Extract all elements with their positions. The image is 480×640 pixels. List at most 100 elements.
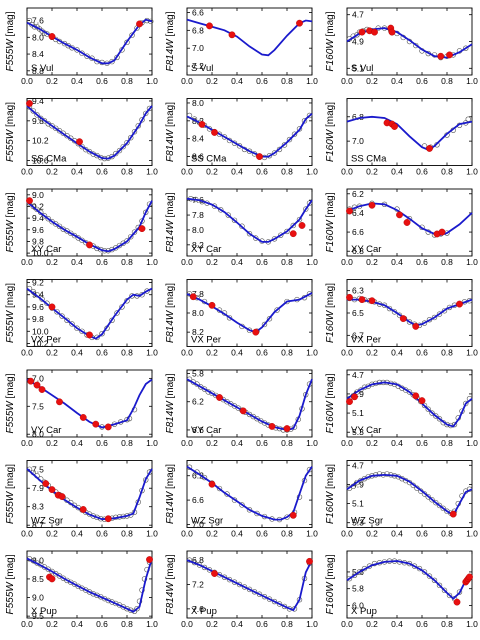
x-tick-label: 0.2 bbox=[366, 257, 378, 267]
x-tick-label: 0.4 bbox=[71, 257, 83, 267]
observed-point bbox=[281, 603, 288, 610]
light-curve-panel: 4.7 4.9 5.1 0.0 0.2 0.4 0.6 0.8 1.0 F160W [mag] S … bbox=[325, 7, 478, 86]
star-name-label: XY Car bbox=[191, 244, 221, 255]
observed-point bbox=[306, 466, 313, 473]
x-tick-label: 1.0 bbox=[146, 529, 158, 539]
x-tick-label: 0.8 bbox=[281, 76, 293, 86]
y-axis-label-filter: F160W bbox=[325, 309, 336, 343]
x-tick-label: 0.8 bbox=[441, 76, 453, 86]
y-axis-label-filter: F814W bbox=[165, 400, 176, 434]
plot-frame bbox=[346, 98, 473, 166]
x-tick-label: 0.2 bbox=[46, 348, 58, 358]
star-name-label: VX Per bbox=[191, 335, 221, 346]
y-axis-label-filter: F814W bbox=[165, 128, 176, 162]
highlight-point bbox=[289, 511, 297, 519]
observed-point bbox=[44, 300, 50, 306]
y-tick-label: 7.5 bbox=[32, 465, 44, 475]
model-curve bbox=[346, 473, 473, 517]
y-axis-label-filter: F160W bbox=[325, 38, 336, 72]
x-tick-label: 1.0 bbox=[466, 167, 478, 177]
x-tick-label: 0.0 bbox=[21, 438, 33, 448]
highlight-point bbox=[138, 225, 146, 233]
highlight-point bbox=[136, 20, 143, 28]
model-curve bbox=[26, 287, 153, 340]
y-axis-label-unit: [mag] bbox=[165, 102, 176, 130]
model-curve bbox=[26, 378, 153, 429]
plot-frame bbox=[26, 460, 153, 528]
observed-point bbox=[421, 491, 428, 497]
highlight-point bbox=[252, 328, 260, 336]
observed-point bbox=[144, 288, 150, 294]
x-tick-label: 0.6 bbox=[96, 529, 108, 539]
y-axis-label: F555W [mag] bbox=[5, 11, 16, 71]
highlight-point bbox=[346, 293, 353, 301]
y-tick-label: 8.6 bbox=[192, 152, 204, 162]
y-axis-label-filter: F814W bbox=[165, 38, 176, 72]
y-tick-label: 8.8 bbox=[32, 66, 44, 76]
model-curve bbox=[26, 105, 153, 160]
y-axis-label: F555W [mag] bbox=[5, 192, 16, 252]
observed-point bbox=[246, 507, 253, 513]
observed-point bbox=[139, 117, 145, 123]
x-tick-label: 0.0 bbox=[181, 529, 193, 539]
x-tick-label: 1.0 bbox=[466, 619, 478, 629]
plot-frame bbox=[26, 550, 153, 619]
x-tick-label: 1.0 bbox=[466, 76, 478, 86]
x-tick-label: 0.6 bbox=[96, 348, 108, 358]
observed-point bbox=[463, 400, 469, 407]
plot-frame bbox=[26, 188, 153, 257]
observed-point bbox=[146, 105, 153, 112]
observed-point bbox=[41, 213, 48, 219]
observed-point bbox=[218, 207, 224, 213]
y-tick-label: 5.1 bbox=[352, 499, 364, 509]
highlight-point bbox=[358, 296, 366, 303]
x-tick-label: 0.6 bbox=[256, 348, 268, 358]
model-curve bbox=[186, 465, 313, 521]
x-tick-label: 1.0 bbox=[306, 76, 318, 86]
plot-frame bbox=[186, 188, 313, 257]
x-tick-label: 0.0 bbox=[181, 167, 193, 177]
highlight-point bbox=[56, 398, 63, 406]
light-curve-panel: 9.2 9.4 9.6 9.8 10.0 10.20.0 0.2 0.4 0.6 0.8 1.0 F5… bbox=[5, 278, 158, 358]
observed-point bbox=[271, 598, 278, 605]
observed-point bbox=[291, 131, 298, 137]
highlight-point bbox=[391, 123, 398, 130]
y-tick-label: 6.8 bbox=[352, 112, 364, 122]
highlight-point bbox=[92, 420, 100, 428]
y-axis-label-filter: F555W bbox=[5, 581, 16, 615]
observed-point bbox=[261, 593, 268, 600]
x-tick-label: 0.4 bbox=[71, 76, 83, 86]
observed-point bbox=[114, 310, 120, 316]
y-tick-label: 9.8 bbox=[32, 116, 44, 126]
y-axis-label-filter: F555W bbox=[5, 490, 16, 524]
highlight-point bbox=[79, 414, 87, 421]
y-tick-label: 6.2 bbox=[192, 397, 204, 407]
model-curve bbox=[26, 557, 153, 613]
observed-point bbox=[143, 209, 149, 216]
observed-point bbox=[290, 222, 296, 229]
observed-point bbox=[231, 579, 238, 585]
observed-point bbox=[303, 206, 309, 212]
highlight-point bbox=[358, 28, 366, 36]
highlight-point bbox=[86, 241, 93, 249]
observed-point bbox=[431, 314, 438, 321]
y-axis-label-unit: [mag] bbox=[5, 283, 16, 311]
x-tick-label: 0.2 bbox=[366, 619, 378, 629]
observed-point bbox=[69, 321, 75, 327]
x-tick-label: 0.0 bbox=[341, 619, 353, 629]
y-tick-label: 4.9 bbox=[352, 37, 364, 47]
x-tick-label: 0.6 bbox=[416, 438, 428, 448]
observed-point bbox=[131, 229, 138, 235]
observed-point bbox=[276, 601, 283, 607]
y-tick-label: 8.4 bbox=[192, 134, 204, 144]
y-tick-label: 6.0 bbox=[352, 600, 364, 610]
x-tick-label: 0.0 bbox=[341, 76, 353, 86]
x-tick-label: 0.0 bbox=[181, 76, 193, 86]
observed-point bbox=[465, 116, 471, 122]
x-tick-label: 0.4 bbox=[231, 257, 243, 267]
observed-point bbox=[241, 584, 248, 590]
observed-point bbox=[253, 235, 259, 241]
observed-point bbox=[131, 129, 138, 135]
y-axis-label-unit: [mag] bbox=[325, 11, 336, 39]
